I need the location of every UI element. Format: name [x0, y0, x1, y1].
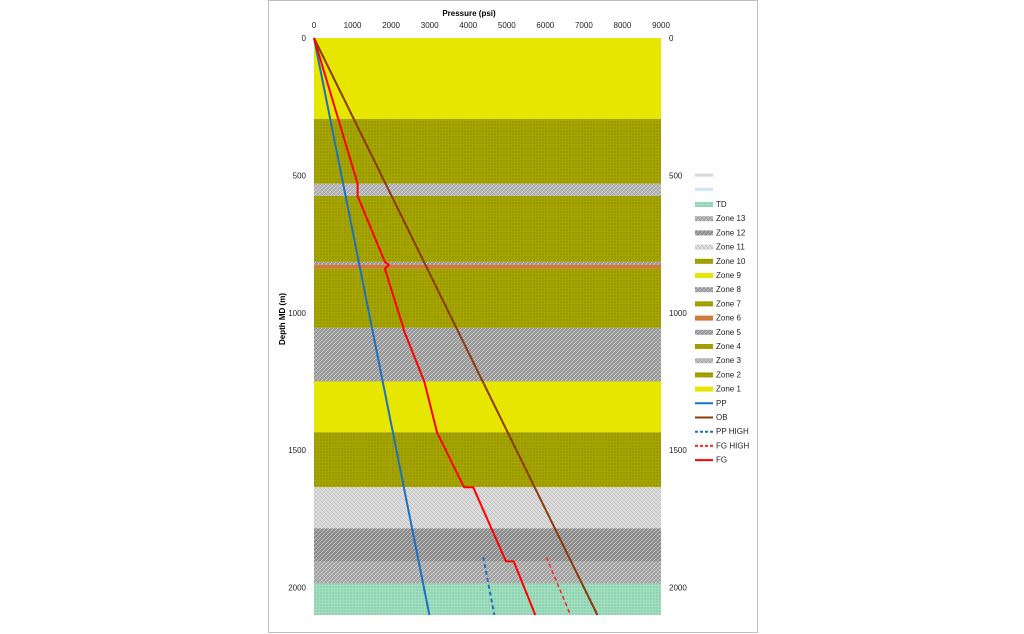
y-tick-label-left: 2000	[288, 584, 306, 593]
zone-texture-zone-11	[314, 487, 661, 529]
series-ob	[313, 37, 599, 616]
legend-label-zone-10: Zone 10	[716, 257, 746, 266]
y-axis-ticks-right: 0 500 1000 1500 2000	[669, 34, 687, 593]
x-tick-label: 2000	[382, 21, 400, 30]
legend: TD Zone 13 Zone 12 Zone 11 Zone 10 Zone 9 Zone…	[695, 173, 750, 465]
legend-label-fg: FG	[716, 456, 727, 465]
zone-texture-zone-3	[314, 183, 661, 196]
legend-swatch-texture-zone-4	[695, 344, 713, 349]
legend-label-zone-3: Zone 3	[716, 356, 741, 365]
legend-swatch-texture-zone-7	[695, 301, 713, 307]
x-tick-label: 6000	[536, 21, 554, 30]
legend-swatch-zone-6	[695, 315, 713, 321]
zone-texture-zone-12	[314, 528, 661, 562]
series-pp	[313, 37, 431, 616]
legend-swatch-zone-1	[695, 386, 713, 392]
legend-swatch-texture-zone-3	[695, 358, 713, 364]
legend-label-zone-7: Zone 7	[716, 299, 741, 308]
series-lines	[313, 37, 599, 616]
legend-label-pp: PP	[716, 399, 727, 408]
y-axis-title: Depth MD (m)	[278, 293, 287, 345]
x-tick-label: 9000	[652, 21, 670, 30]
legend-swatch-texture-zone-12	[695, 230, 713, 236]
zone-texture-zone-10	[314, 432, 661, 488]
pressure-depth-chart: 0 1000 2000 3000 4000 5000 6000 7000 8000 9000 05…	[278, 9, 750, 616]
y-tick-label-right: 0	[669, 34, 674, 43]
series-fg	[313, 37, 537, 616]
zone-texture-zone-7	[314, 268, 661, 328]
y-tick-label-left: 1500	[288, 446, 306, 455]
x-tick-label: 7000	[575, 21, 593, 30]
y-tick-label-left: 1000	[288, 309, 306, 318]
x-axis-ticks: 0 1000 2000 3000 4000 5000 6000 7000 8000 9000	[312, 21, 671, 30]
legend-label-td: TD	[716, 200, 727, 209]
y-tick-label-right: 2000	[669, 584, 687, 593]
legend-label-ob: OB	[716, 413, 728, 422]
legend-swatch-texture-zone-5	[695, 329, 713, 335]
legend-label-zone-5: Zone 5	[716, 328, 741, 337]
x-tick-label: 0	[312, 21, 317, 30]
zone-band-zone-1	[314, 38, 661, 120]
x-tick-label: 1000	[344, 21, 362, 30]
legend-label-zone-12: Zone 12	[716, 228, 746, 237]
legend-label-zone-8: Zone 8	[716, 285, 741, 294]
series-pp-high	[482, 557, 496, 616]
legend-swatch-faint	[695, 173, 713, 177]
legend-swatch-texture-zone-11	[695, 244, 713, 250]
legend-label-zone-4: Zone 4	[716, 342, 741, 351]
legend-label-zone-11: Zone 11	[716, 243, 745, 252]
zone-texture-zone-5	[314, 261, 661, 265]
legend-label-zone-6: Zone 6	[716, 314, 741, 323]
y-tick-label-right: 500	[669, 171, 683, 180]
legend-label-zone-9: Zone 9	[716, 271, 741, 280]
legend-swatch-faint	[695, 187, 713, 191]
legend-label-zone-2: Zone 2	[716, 370, 741, 379]
y-tick-label-right: 1500	[669, 446, 687, 455]
zone-band-zone-6	[314, 264, 661, 269]
x-tick-label: 8000	[614, 21, 632, 30]
zone-texture-zone-2	[314, 119, 661, 184]
legend-swatch-zone-9	[695, 273, 713, 278]
legend-swatch-texture-zone-10	[695, 258, 713, 264]
zone-texture-zone-8	[314, 327, 661, 382]
zone-texture-td	[314, 583, 661, 615]
legend-label-pp-high: PP HIGH	[716, 427, 749, 436]
x-tick-label: 4000	[459, 21, 477, 30]
legend-swatch-texture-zone-8	[695, 287, 713, 293]
series-fg-high	[545, 557, 572, 616]
legend-swatch-texture-zone-13	[695, 216, 713, 222]
legend-swatch-texture-td	[695, 202, 713, 207]
x-axis-title: Pressure (psi)	[442, 9, 496, 18]
legend-label-zone-1: Zone 1	[716, 385, 741, 394]
legend-label-fg-high: FG HIGH	[716, 441, 750, 450]
x-tick-label: 5000	[498, 21, 516, 30]
zone-texture-zone-4	[314, 195, 661, 262]
y-tick-label-left: 0	[302, 34, 307, 43]
zone-bands	[314, 38, 661, 615]
x-tick-label: 3000	[421, 21, 439, 30]
y-axis-ticks-left: 0 500 1000 1500 2000	[288, 34, 306, 593]
legend-swatch-texture-zone-2	[695, 372, 713, 378]
legend-label-zone-13: Zone 13	[716, 214, 746, 223]
y-tick-label-right: 1000	[669, 309, 687, 318]
y-tick-label-left: 500	[293, 171, 307, 180]
